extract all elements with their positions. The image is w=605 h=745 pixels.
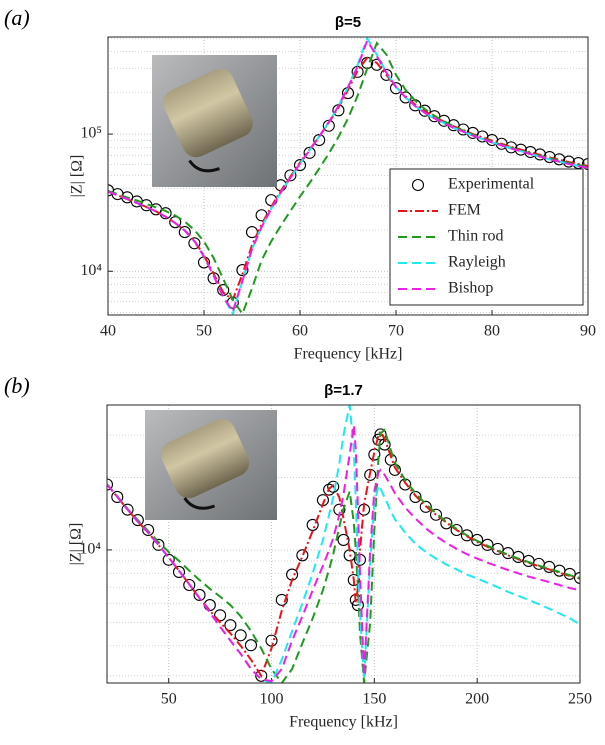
data-point [581, 157, 588, 171]
photo-object [163, 68, 253, 158]
data-point [409, 490, 422, 503]
data-point [380, 68, 393, 81]
x-tick-label: 50 [161, 691, 177, 708]
series [107, 429, 580, 679]
data-point [107, 478, 114, 491]
x-tick-label: 200 [465, 691, 489, 708]
data-point [337, 533, 350, 547]
legend-label: Thin rod [448, 228, 504, 245]
data-point [306, 518, 319, 531]
data-point [440, 517, 453, 530]
photo-wire [188, 159, 220, 173]
series-line [108, 38, 588, 314]
data-point [293, 159, 307, 172]
data-point [303, 146, 316, 159]
data-point [188, 237, 201, 250]
data-point [244, 639, 258, 652]
series [108, 41, 588, 315]
series-line [107, 429, 580, 679]
x-tick-label: 40 [100, 323, 116, 340]
data-point [178, 226, 191, 239]
legend-label: Rayleigh [448, 254, 506, 271]
data-point [183, 578, 196, 592]
y-axis-label: |Z| [Ω] [68, 523, 85, 566]
legend-box [389, 168, 584, 306]
photo-object [161, 419, 250, 499]
data-point [172, 565, 186, 579]
data-point [296, 549, 309, 562]
data-point [111, 490, 124, 503]
y-tick-label: 10⁴ [80, 262, 102, 279]
data-point [573, 571, 580, 584]
photo-wire [183, 497, 216, 510]
y-tick-label: 10⁵ [80, 125, 102, 142]
series-line [107, 405, 580, 683]
x-axis-label: Frequency [kHz] [294, 346, 403, 363]
y-tick-label: 10⁴ [79, 541, 101, 558]
data-point [234, 629, 247, 642]
data-point [313, 133, 326, 147]
data-point [450, 523, 463, 537]
data-point [419, 500, 432, 513]
data-point [389, 82, 403, 95]
x-axis-label: Frequency [kHz] [289, 714, 398, 731]
panel-label: (a) [4, 5, 30, 30]
data-point [142, 523, 155, 537]
series [107, 405, 580, 683]
chart-title: β=5 [335, 14, 361, 31]
x-tick-label: 60 [292, 323, 308, 340]
chart-title: β=1.7 [324, 382, 363, 399]
data-point [347, 573, 360, 587]
axes-frame [107, 36, 589, 316]
data-point [162, 553, 175, 566]
data-point [460, 529, 473, 542]
data-point [131, 514, 144, 527]
series [108, 38, 588, 314]
x-tick-label: 90 [580, 323, 596, 340]
panel-label: (b) [4, 373, 30, 398]
legend-label: FEM [448, 202, 481, 219]
series-line [108, 41, 588, 315]
data-point [322, 119, 335, 132]
x-tick-label: 150 [362, 691, 386, 708]
data-point [236, 264, 249, 277]
legend-label: Bishop [448, 280, 493, 297]
data-point [327, 480, 340, 493]
y-axis-label: |Z| [Ω] [69, 155, 86, 198]
x-tick-label: 250 [568, 691, 592, 708]
data-point [418, 104, 431, 117]
data-point [275, 593, 288, 606]
axes-frame [106, 404, 581, 684]
legend-label: Experimental [448, 176, 535, 193]
x-tick-label: 100 [260, 691, 284, 708]
data-point [374, 428, 387, 441]
data-point [255, 669, 268, 682]
x-tick-label: 50 [196, 323, 212, 340]
x-tick-label: 70 [388, 323, 404, 340]
data-point [193, 588, 206, 602]
x-tick-label: 80 [484, 323, 500, 340]
data-point [214, 609, 227, 622]
data-point [224, 619, 237, 632]
data-point [121, 503, 134, 516]
legend-marker [411, 178, 425, 192]
data-point [284, 169, 297, 182]
data-point [429, 508, 443, 521]
data-point [152, 538, 165, 551]
